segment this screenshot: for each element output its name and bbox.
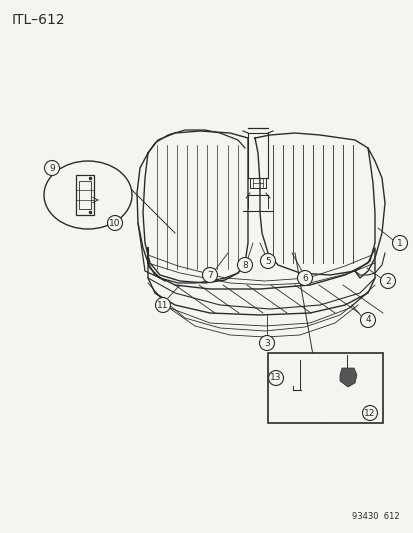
Circle shape <box>107 215 122 230</box>
Text: 3: 3 <box>263 338 269 348</box>
Text: 1: 1 <box>396 238 402 247</box>
Text: 7: 7 <box>206 271 212 279</box>
Text: 11: 11 <box>157 301 169 310</box>
Circle shape <box>259 335 274 351</box>
Text: 4: 4 <box>364 316 370 325</box>
Text: 2: 2 <box>384 277 390 286</box>
Circle shape <box>362 406 377 421</box>
Text: 12: 12 <box>363 408 375 417</box>
Ellipse shape <box>44 161 132 229</box>
Circle shape <box>260 254 275 269</box>
Bar <box>76 175 94 215</box>
Circle shape <box>297 271 312 286</box>
Text: 6: 6 <box>301 273 307 282</box>
Circle shape <box>202 268 217 282</box>
Circle shape <box>380 273 394 288</box>
Circle shape <box>155 297 170 312</box>
Circle shape <box>237 257 252 272</box>
Text: 93430  612: 93430 612 <box>351 512 399 521</box>
Circle shape <box>268 370 283 385</box>
Bar <box>267 353 382 423</box>
Text: 8: 8 <box>242 261 247 270</box>
Polygon shape <box>339 368 356 387</box>
Bar <box>79 181 91 209</box>
Text: 10: 10 <box>109 219 121 228</box>
Text: 13: 13 <box>270 374 281 383</box>
Text: ITL–612: ITL–612 <box>12 13 66 27</box>
Circle shape <box>360 312 375 327</box>
Circle shape <box>44 160 59 175</box>
Text: 9: 9 <box>49 164 55 173</box>
Text: 5: 5 <box>264 256 270 265</box>
Circle shape <box>392 236 406 251</box>
